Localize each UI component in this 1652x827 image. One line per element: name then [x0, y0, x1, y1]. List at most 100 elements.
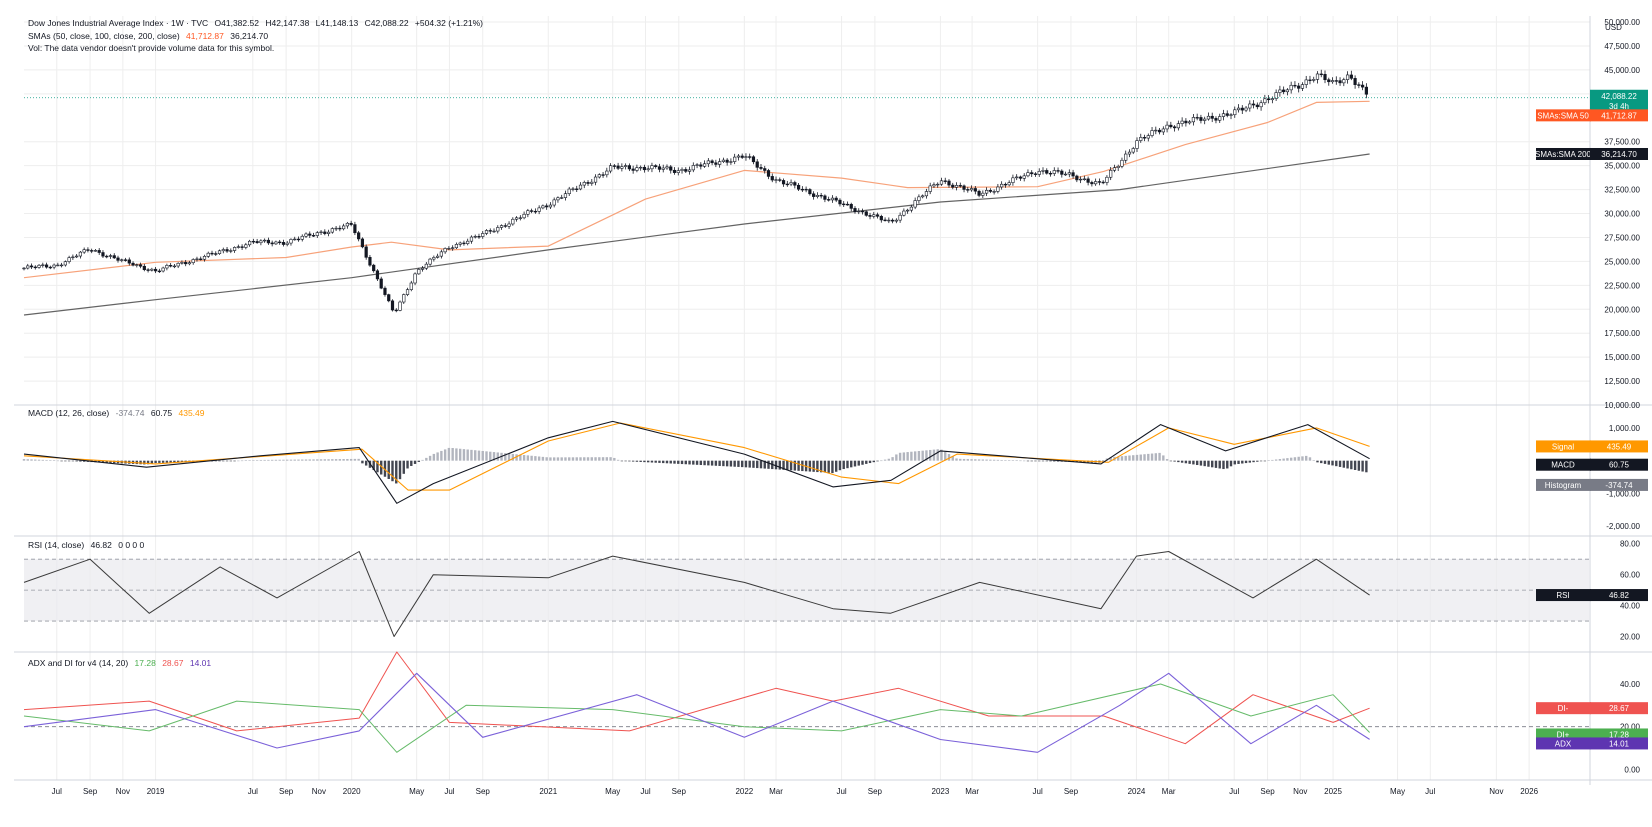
candle[interactable] [1188, 119, 1192, 125]
candle[interactable] [590, 179, 594, 186]
candle[interactable] [1116, 164, 1120, 172]
candle[interactable] [800, 186, 804, 193]
candle[interactable] [1214, 116, 1218, 124]
candle[interactable] [582, 180, 586, 189]
candle[interactable] [244, 242, 248, 250]
candle[interactable] [1248, 100, 1252, 112]
candle[interactable] [93, 248, 98, 252]
candle[interactable] [1018, 175, 1023, 181]
candle[interactable] [902, 208, 906, 217]
candle[interactable] [405, 287, 410, 297]
candle[interactable] [274, 240, 278, 245]
candle[interactable] [1289, 81, 1293, 94]
candle[interactable] [593, 174, 598, 186]
candle[interactable] [1075, 174, 1079, 183]
candle[interactable] [225, 247, 229, 253]
candle[interactable] [514, 216, 519, 222]
candle[interactable] [1150, 127, 1154, 138]
candle[interactable] [492, 228, 496, 233]
candle[interactable] [251, 238, 255, 244]
candle[interactable] [1139, 133, 1143, 143]
candle[interactable] [627, 163, 631, 172]
candle[interactable] [1109, 167, 1113, 181]
candle[interactable] [1079, 176, 1083, 184]
candle[interactable] [326, 229, 331, 237]
candle[interactable] [300, 234, 304, 242]
candle[interactable] [729, 158, 733, 165]
candle[interactable] [808, 188, 812, 196]
candle[interactable] [496, 225, 500, 234]
candle[interactable] [503, 223, 507, 228]
candle[interactable] [1282, 86, 1286, 95]
candle[interactable] [63, 260, 67, 267]
candle[interactable] [255, 238, 259, 244]
candle[interactable] [127, 257, 131, 266]
candle[interactable] [635, 164, 639, 173]
candle[interactable] [353, 221, 357, 236]
candle[interactable] [78, 251, 83, 259]
candle[interactable] [872, 211, 876, 219]
candle[interactable] [1218, 113, 1222, 123]
candle[interactable] [853, 206, 857, 214]
candle[interactable] [112, 253, 116, 259]
candle[interactable] [29, 263, 34, 270]
candle[interactable] [1071, 169, 1075, 179]
adx-badge[interactable]: ADX 14.01 [1536, 737, 1648, 750]
candle[interactable] [26, 263, 30, 270]
candle[interactable] [507, 221, 511, 230]
candle[interactable] [620, 163, 624, 172]
adx-pane-label[interactable]: ADX and DI for v4 (14, 20) [28, 658, 129, 668]
candle[interactable] [484, 229, 489, 236]
candle[interactable] [443, 247, 447, 254]
candle[interactable] [969, 185, 974, 192]
candle[interactable] [661, 164, 665, 173]
candle[interactable] [105, 254, 109, 259]
candle[interactable] [966, 186, 970, 193]
candle[interactable] [436, 253, 440, 259]
candle[interactable] [1240, 105, 1244, 114]
candle[interactable] [1142, 134, 1147, 142]
sma50-badge[interactable]: SMAs:SMA 50 41,712.87 [1536, 109, 1648, 122]
candle[interactable] [1120, 157, 1124, 169]
di-minus-line[interactable] [23, 651, 1370, 745]
candle[interactable] [1297, 82, 1301, 93]
vol-message[interactable]: Vol: The data vendor doesn't provide vol… [28, 43, 275, 53]
candle[interactable] [383, 286, 387, 297]
candle[interactable] [202, 254, 207, 262]
rsi-pane-label[interactable]: RSI (14, close) [28, 540, 85, 550]
candle[interactable] [424, 261, 428, 271]
candle[interactable] [864, 210, 868, 217]
candle[interactable] [1361, 81, 1365, 91]
sma-50-line[interactable] [23, 100, 1370, 279]
candle[interactable] [82, 247, 86, 254]
candle[interactable] [296, 236, 301, 242]
candle[interactable] [909, 204, 913, 213]
candle[interactable] [48, 265, 52, 270]
candle[interactable] [473, 234, 477, 239]
candle[interactable] [481, 231, 485, 239]
candle[interactable] [838, 198, 842, 207]
candle[interactable] [33, 265, 37, 270]
candle[interactable] [770, 173, 774, 183]
candle[interactable] [1345, 71, 1350, 84]
candle[interactable] [214, 251, 218, 256]
candle[interactable] [402, 293, 406, 304]
candle[interactable] [229, 248, 233, 254]
sma-label[interactable]: SMAs (50, close, 100, close, 200, close) [28, 31, 180, 41]
candle[interactable] [545, 203, 549, 210]
candle[interactable] [631, 165, 635, 174]
candle[interactable] [748, 153, 752, 160]
candle[interactable] [736, 153, 741, 161]
candle[interactable] [308, 231, 312, 239]
candle[interactable] [409, 280, 413, 292]
candle[interactable] [1146, 133, 1150, 142]
candle[interactable] [1007, 180, 1011, 187]
candle[interactable] [684, 167, 688, 174]
candle[interactable] [857, 208, 861, 215]
candle[interactable] [706, 158, 710, 168]
candle[interactable] [1030, 170, 1034, 178]
candle[interactable] [176, 262, 180, 269]
candle[interactable] [1221, 109, 1226, 121]
candle[interactable] [259, 239, 263, 246]
